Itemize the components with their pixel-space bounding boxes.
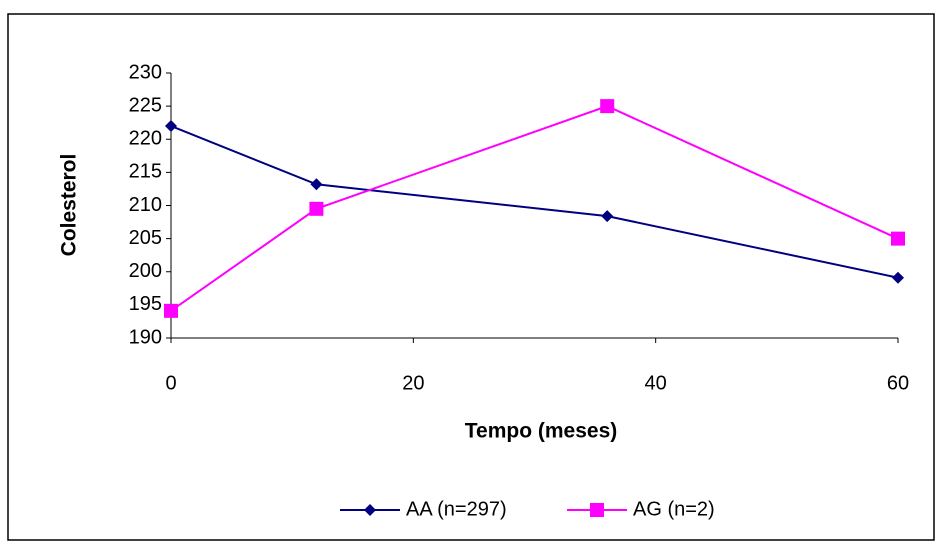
marker xyxy=(892,271,904,284)
x-tick-label: 60 xyxy=(887,372,909,394)
y-tick-label: 190 xyxy=(129,326,162,348)
y-tick-label: 210 xyxy=(129,194,162,216)
x-axis-title: Tempo (meses) xyxy=(465,420,618,443)
marker xyxy=(165,120,177,132)
marker xyxy=(309,201,324,216)
legend-label: AG (n=2) xyxy=(633,498,715,520)
marker xyxy=(590,503,604,517)
y-tick-label: 220 xyxy=(129,128,162,150)
marker xyxy=(310,178,323,191)
legend-label: AA (n=297) xyxy=(406,498,507,520)
y-tick-label: 230 xyxy=(129,61,162,83)
x-tick-label: 20 xyxy=(402,372,424,394)
y-tick-label: 200 xyxy=(129,260,162,282)
marker xyxy=(164,303,178,318)
y-tick-label: 215 xyxy=(129,161,162,183)
chart-frame xyxy=(7,13,935,541)
x-tick-label: 0 xyxy=(165,372,176,394)
x-tick-label: 40 xyxy=(645,372,667,394)
series-line xyxy=(170,105,899,312)
marker xyxy=(891,231,905,246)
y-axis-title: Colesterol xyxy=(58,154,81,257)
marker xyxy=(601,210,614,223)
y-tick-label: 195 xyxy=(129,293,162,315)
y-tick-label: 205 xyxy=(129,227,162,249)
marker xyxy=(364,504,376,516)
y-tick-label: 225 xyxy=(129,94,162,116)
marker xyxy=(600,99,615,114)
series-line xyxy=(170,125,899,279)
